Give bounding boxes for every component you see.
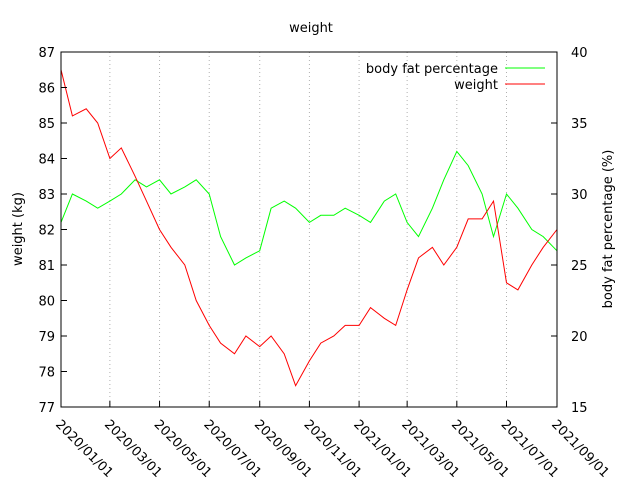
y2-tick-label: 15 — [571, 401, 588, 416]
y-tick-label: 83 — [38, 188, 55, 203]
legend-label-weight: weight — [454, 78, 498, 93]
legend-label-body-fat: body fat percentage — [366, 62, 498, 77]
plot-frame — [60, 51, 558, 408]
y2-tick-label: 40 — [571, 46, 588, 61]
chart-title: weight — [289, 21, 333, 36]
y2-tick-label: 35 — [571, 117, 588, 132]
legend: body fat percentage weight — [366, 62, 545, 93]
y-tick-label: 85 — [38, 117, 55, 132]
grid-lines — [109, 52, 508, 407]
y-tick-label: 86 — [38, 82, 55, 97]
y-tick-label: 81 — [38, 259, 55, 274]
series-layer — [60, 69, 558, 387]
y-tick-label: 87 — [38, 46, 55, 61]
y-tick-label: 78 — [38, 366, 55, 381]
y-axis-title: weight (kg) — [11, 192, 26, 266]
y2-tick-label: 30 — [571, 188, 588, 203]
x-axis: 2020/01/012020/03/012020/05/012020/07/01… — [52, 401, 612, 480]
y-tick-label: 82 — [38, 224, 55, 239]
y-tick-label: 79 — [38, 330, 55, 345]
y-tick-label: 80 — [38, 295, 55, 310]
y2-axis-title: body fat percentage (%) — [601, 150, 616, 309]
y-axis-right: 15 20 25 30 35 40 — [551, 46, 588, 416]
y-tick-label: 84 — [38, 153, 55, 168]
y-axis-left: 77 78 79 80 81 82 83 84 85 86 87 — [38, 46, 67, 416]
y2-tick-label: 25 — [571, 259, 588, 274]
y-tick-label: 77 — [38, 401, 55, 416]
body-fat-percentage-line — [60, 150, 558, 266]
y2-tick-label: 20 — [571, 330, 588, 345]
weight-line — [60, 69, 558, 387]
